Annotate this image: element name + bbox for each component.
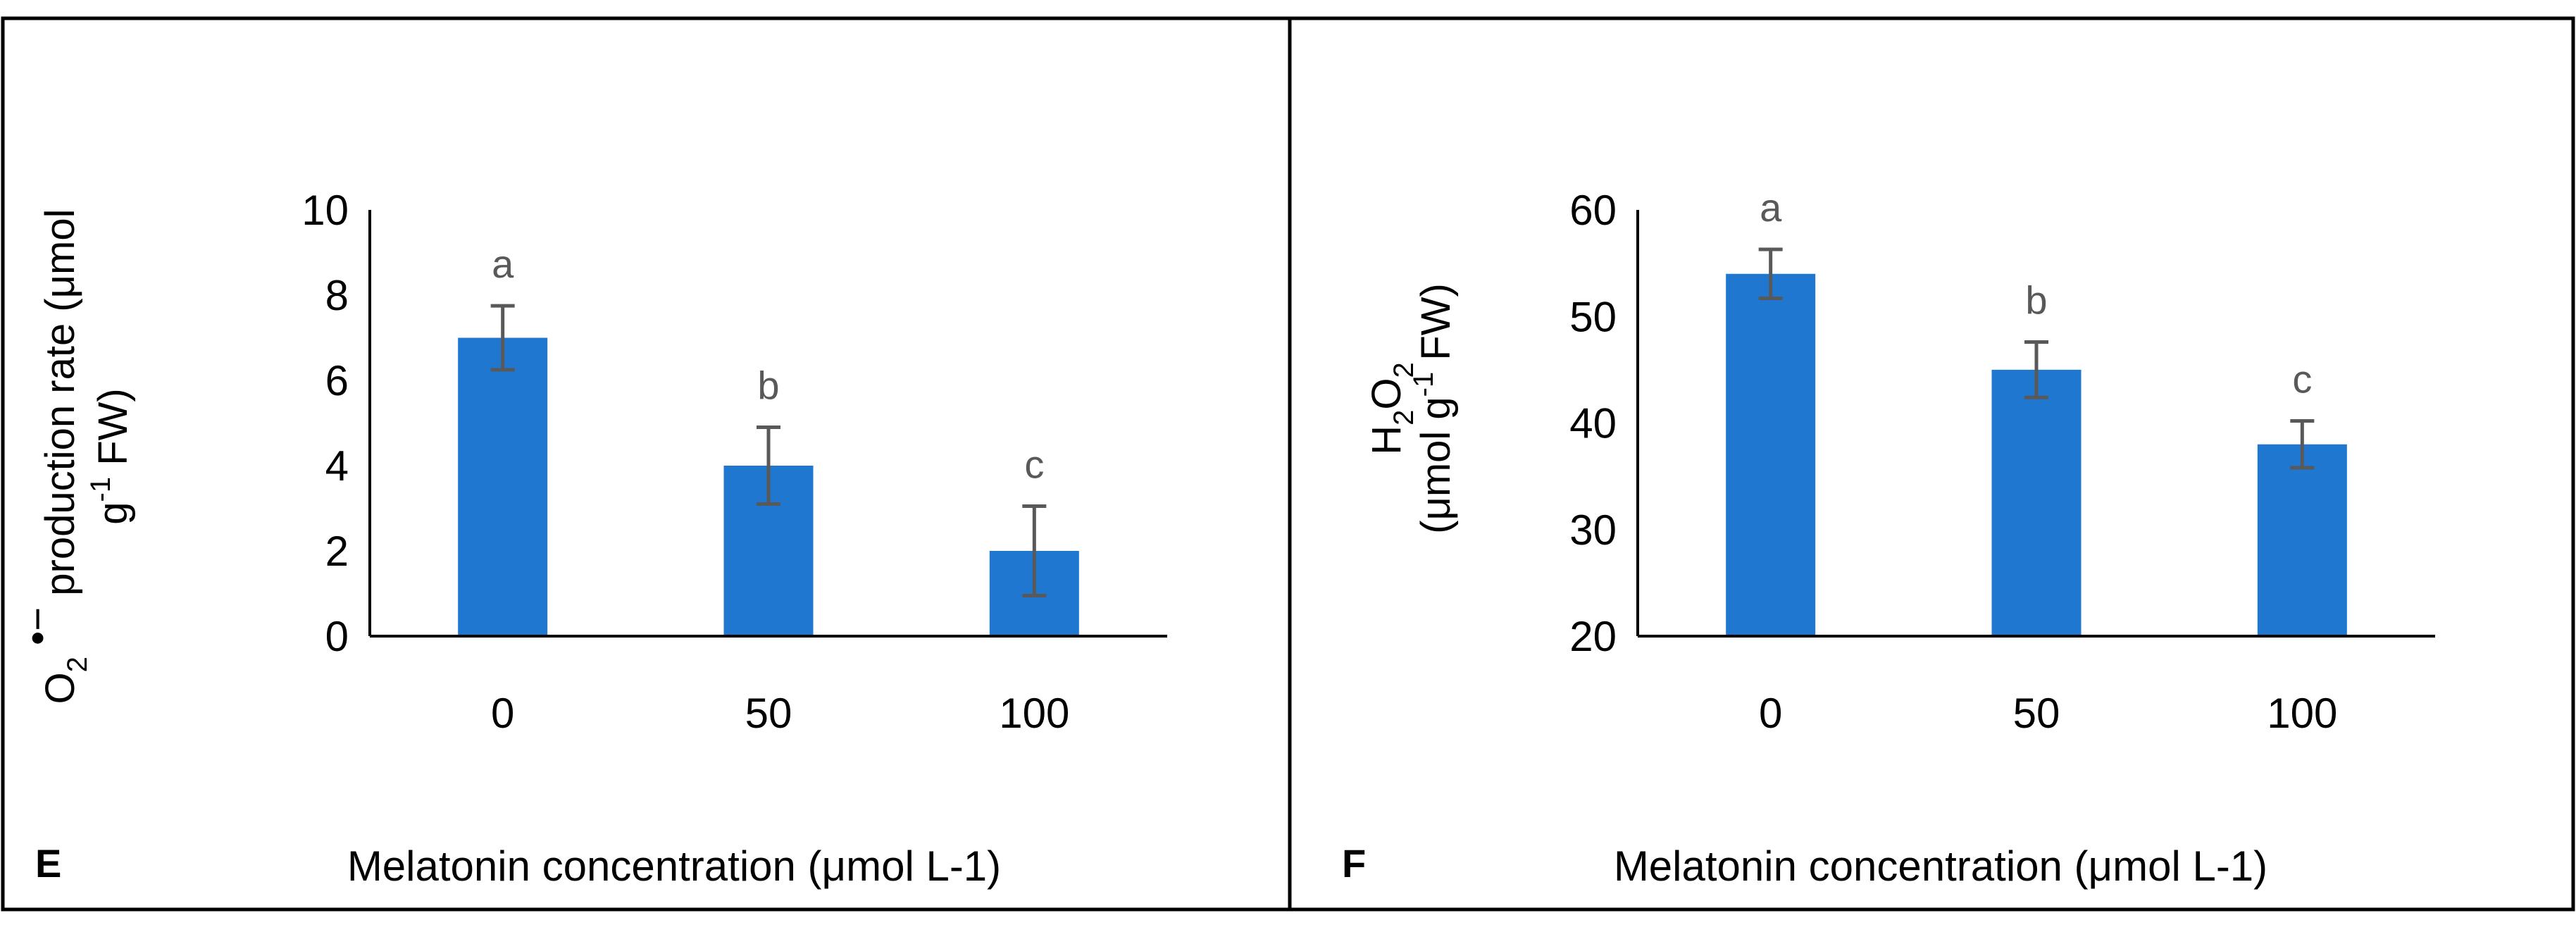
chart-e: O2 •− production rate (μmol g-1 FW) E Me…: [15, 187, 1167, 890]
significance-letter-f: a: [1760, 185, 1782, 230]
y-tick-label-e: 8: [325, 272, 349, 319]
y-tick-label-e: 4: [325, 442, 349, 490]
y-tick-label-f: 40: [1569, 400, 1617, 447]
bar-f-50: [1991, 369, 2082, 636]
y-axis-title-e-line2: g-1 FW): [85, 388, 136, 524]
y-tick-label-e: 6: [325, 357, 349, 404]
x-tick-label-f: 0: [1759, 690, 1782, 737]
x-tick-label-e: 100: [999, 690, 1069, 737]
bar-f-0: [1726, 273, 1816, 636]
y-axis-title-e-line1: O2 •− production rate (μmol: [15, 209, 93, 704]
significance-letter-f: b: [2025, 278, 2047, 323]
chart-f: H2O2 (μmol g-1 FW) F Melatonin concentra…: [1342, 185, 2435, 890]
x-tick-label-e: 0: [491, 690, 514, 737]
y-axis-title-f-line1: H2O2: [1364, 362, 1419, 455]
significance-letter-e: c: [1024, 442, 1044, 486]
y-tick-label-f: 50: [1569, 293, 1617, 340]
y-tick-label-e: 10: [301, 187, 349, 234]
bar-f-100: [2257, 444, 2347, 636]
y-axis-title-e: O2 •− production rate (μmol g-1 FW): [15, 209, 136, 704]
y-tick-label-e: 2: [325, 528, 349, 575]
y-tick-label-e: 0: [325, 613, 349, 660]
x-axis-title-f: Melatonin concentration (μmol L-1): [1614, 843, 2267, 890]
x-tick-label-f: 50: [2013, 690, 2060, 737]
x-tick-label-f: 100: [2267, 690, 2337, 737]
significance-letter-e: b: [757, 364, 779, 408]
y-tick-label-f: 20: [1569, 613, 1617, 660]
significance-letter-e: a: [492, 242, 514, 286]
panel-label-e: E: [35, 841, 61, 886]
panel-f-border: [1288, 16, 2575, 912]
panel-label-f: F: [1342, 841, 1366, 886]
panel-e-border: [1, 16, 1292, 912]
y-axis-title-f-line2: (μmol g-1 FW): [1408, 283, 1459, 534]
bar-e-0: [458, 337, 548, 636]
x-axis-title-e: Melatonin concentration (μmol L-1): [347, 843, 1001, 890]
significance-letter-f: c: [2292, 356, 2312, 401]
y-axis-title-f: H2O2 (μmol g-1 FW): [1364, 283, 1459, 534]
x-tick-label-e: 50: [745, 690, 792, 737]
y-tick-label-f: 60: [1569, 187, 1617, 234]
y-tick-label-f: 30: [1569, 507, 1617, 554]
